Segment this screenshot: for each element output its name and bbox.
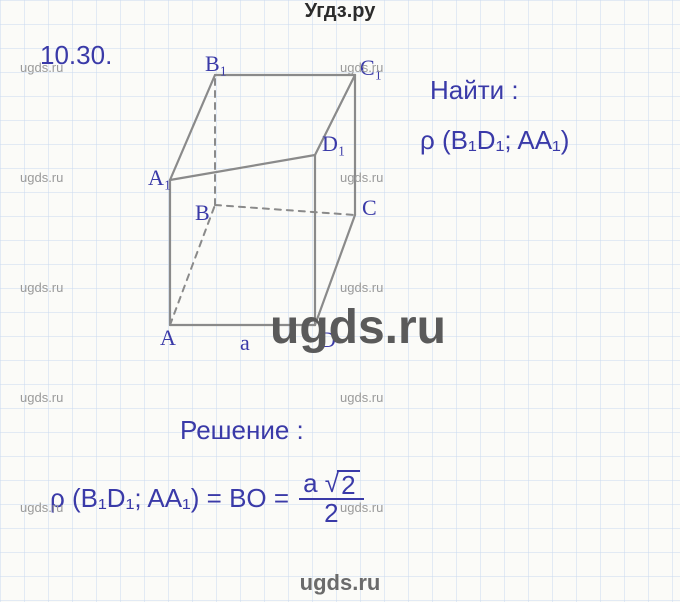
watermark-0: ugds.ru	[20, 60, 63, 75]
site-footer-text: ugds.ru	[300, 570, 381, 595]
answer-fraction: a √ 2 2	[299, 470, 363, 526]
watermark-7: ugds.ru	[340, 390, 383, 405]
watermark-1: ugds.ru	[340, 60, 383, 75]
label-B1: B₁	[205, 55, 227, 76]
label-D1: D₁	[322, 131, 346, 156]
solution-label: Решение :	[180, 415, 304, 446]
label-B: B	[195, 200, 210, 225]
watermark-6: ugds.ru	[20, 390, 63, 405]
watermark-3: ugds.ru	[340, 170, 383, 185]
watermark-8: ugds.ru	[20, 500, 63, 515]
sqrt: √ 2	[325, 470, 360, 498]
answer-expression: ρ (B₁D₁; AA₁) = BO = a √ 2 2	[50, 470, 364, 526]
center-watermark: ugds.ru	[270, 300, 446, 355]
watermark-9: ugds.ru	[340, 500, 383, 515]
fraction-num-a: a	[303, 468, 317, 498]
watermark-5: ugds.ru	[340, 280, 383, 295]
find-expression-text: ρ (B₁D₁; AA₁)	[420, 125, 569, 155]
watermark-4: ugds.ru	[20, 280, 63, 295]
site-footer: ugds.ru	[0, 570, 680, 596]
site-header-text: Угдз.ру	[305, 0, 376, 22]
find-expression: ρ (B₁D₁; AA₁)	[420, 125, 569, 156]
find-label-text: Найти :	[430, 75, 519, 105]
solution-label-text: Решение :	[180, 415, 304, 445]
site-header: Угдз.ру	[0, 0, 680, 23]
radicand: 2	[337, 470, 359, 498]
label-C: C	[362, 195, 377, 220]
find-label: Найти :	[430, 75, 519, 106]
label-A: A	[160, 325, 176, 350]
watermark-2: ugds.ru	[20, 170, 63, 185]
label-a: a	[240, 330, 250, 355]
answer-prefix-text: ρ (B₁D₁; AA₁) = BO =	[50, 483, 289, 514]
fraction-numerator: a √ 2	[299, 470, 363, 498]
label-A1: A₁	[148, 165, 172, 190]
center-watermark-text: ugds.ru	[270, 301, 446, 354]
